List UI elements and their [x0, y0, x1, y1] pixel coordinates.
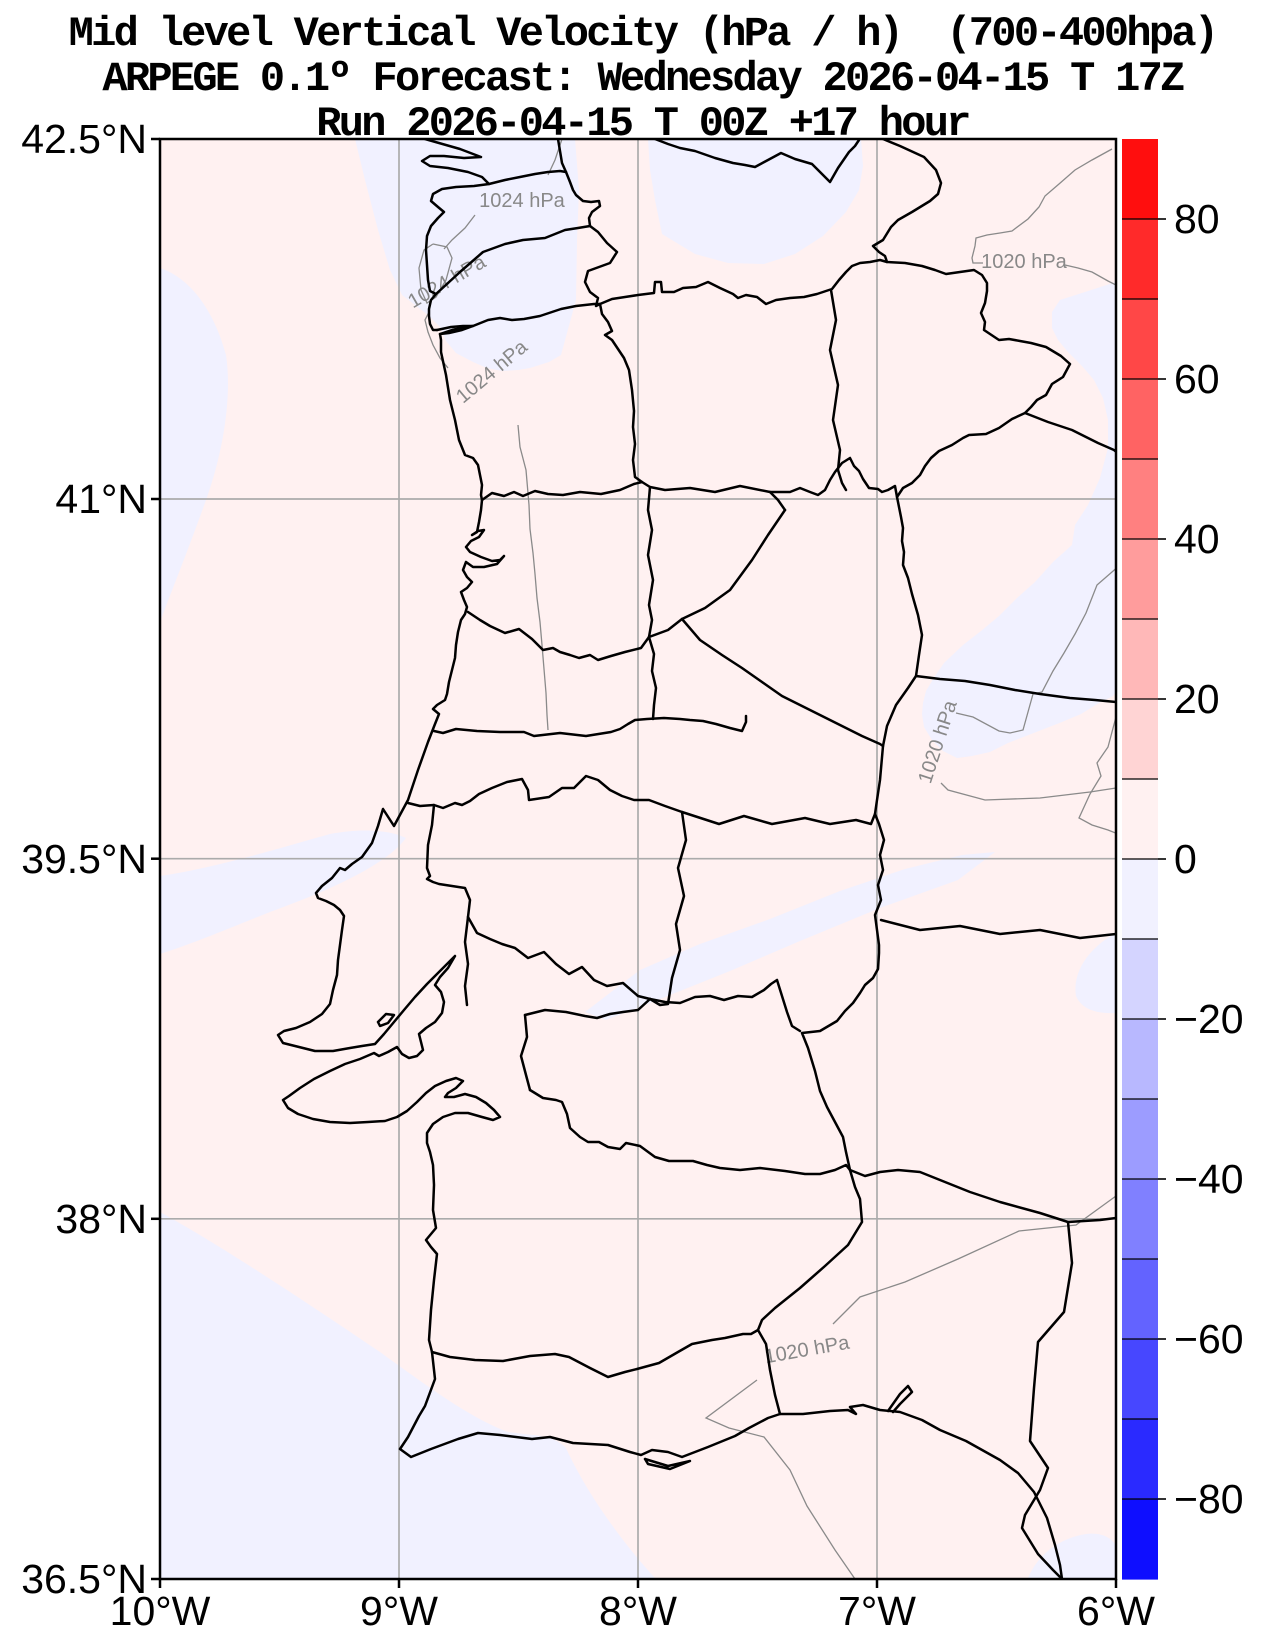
svg-text:1020 hPa: 1020 hPa	[981, 251, 1068, 273]
svg-text:1024 hPa: 1024 hPa	[479, 190, 566, 212]
